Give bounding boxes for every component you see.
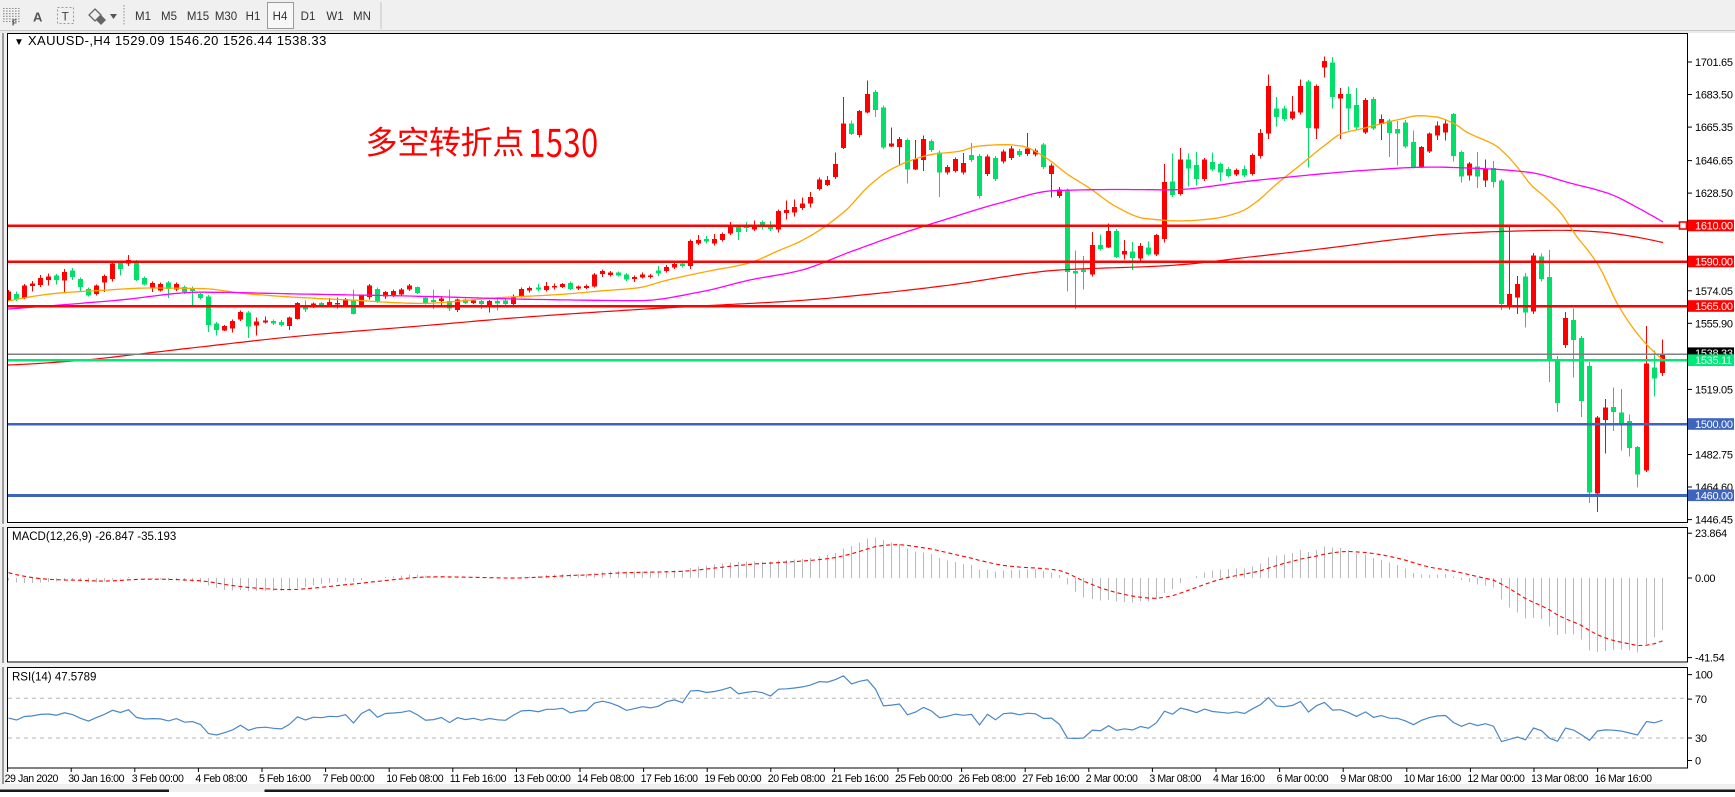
svg-text:29 Jan 2020: 29 Jan 2020 [5, 773, 59, 785]
svg-text:D1: D1 [301, 11, 316, 23]
svg-text:1701.65: 1701.65 [1695, 57, 1733, 69]
svg-text:-41.54: -41.54 [1695, 653, 1725, 665]
svg-text:T: T [62, 10, 70, 24]
svg-text:20 Feb 08:00: 20 Feb 08:00 [768, 773, 826, 785]
svg-text:7 Feb 00:00: 7 Feb 00:00 [323, 773, 375, 785]
svg-text:0: 0 [1695, 756, 1701, 768]
svg-text:12 Mar 00:00: 12 Mar 00:00 [1467, 773, 1525, 785]
svg-text:1628.50: 1628.50 [1695, 188, 1733, 200]
svg-text:1500.00: 1500.00 [1695, 419, 1733, 431]
svg-text:27 Feb 16:00: 27 Feb 16:00 [1022, 773, 1080, 785]
svg-text:10 Mar 16:00: 10 Mar 16:00 [1404, 773, 1462, 785]
svg-text:▼ XAUUSD-,H4 1529.09 1546.20: ▼ XAUUSD-,H4 1529.09 1546.20 1526.44 153… [14, 33, 327, 48]
svg-text:16 Mar 16:00: 16 Mar 16:00 [1595, 773, 1653, 785]
svg-text:11 Feb 16:00: 11 Feb 16:00 [450, 773, 507, 785]
svg-text:MACD(12,26,9) -26.847 -35.193: MACD(12,26,9) -26.847 -35.193 [12, 531, 176, 543]
svg-text:M15: M15 [187, 11, 209, 23]
svg-text:21 Feb 16:00: 21 Feb 16:00 [831, 773, 889, 785]
svg-text:19 Feb 00:00: 19 Feb 00:00 [704, 773, 762, 785]
svg-text:1574.05: 1574.05 [1695, 286, 1733, 298]
svg-text:1482.75: 1482.75 [1695, 450, 1733, 462]
svg-text:H4: H4 [273, 11, 288, 23]
svg-text:W1: W1 [326, 11, 343, 23]
svg-text:1610.00: 1610.00 [1695, 221, 1733, 233]
svg-text:1446.45: 1446.45 [1695, 515, 1733, 527]
svg-text:1460.00: 1460.00 [1695, 490, 1733, 502]
svg-text:1535.11: 1535.11 [1695, 355, 1732, 367]
svg-text:3 Feb 00:00: 3 Feb 00:00 [132, 773, 184, 785]
svg-text:30 Jan 16:00: 30 Jan 16:00 [68, 773, 124, 785]
svg-text:3 Mar 08:00: 3 Mar 08:00 [1149, 773, 1201, 785]
svg-text:100: 100 [1695, 670, 1713, 682]
svg-text:A: A [33, 10, 43, 25]
svg-text:0.00: 0.00 [1695, 573, 1715, 585]
svg-text:M5: M5 [161, 11, 177, 23]
svg-text:25 Feb 00:00: 25 Feb 00:00 [895, 773, 953, 785]
svg-text:1555.90: 1555.90 [1695, 318, 1733, 330]
svg-text:23.864: 23.864 [1695, 528, 1727, 540]
svg-text:1646.65: 1646.65 [1695, 156, 1733, 168]
svg-text:13 Feb 00:00: 13 Feb 00:00 [513, 773, 571, 785]
svg-text:F: F [12, 19, 17, 28]
svg-text:1665.35: 1665.35 [1695, 122, 1733, 134]
svg-text:1590.00: 1590.00 [1695, 257, 1733, 269]
svg-text:13 Mar 08:00: 13 Mar 08:00 [1531, 773, 1589, 785]
svg-text:26 Feb 08:00: 26 Feb 08:00 [959, 773, 1017, 785]
svg-text:17 Feb 16:00: 17 Feb 16:00 [641, 773, 699, 785]
svg-text:1683.50: 1683.50 [1695, 90, 1733, 102]
svg-text:70: 70 [1695, 694, 1707, 706]
svg-text:RSI(14) 47.5789: RSI(14) 47.5789 [12, 672, 96, 684]
svg-text:6 Mar 00:00: 6 Mar 00:00 [1277, 773, 1329, 785]
svg-text:14 Feb 08:00: 14 Feb 08:00 [577, 773, 635, 785]
svg-text:1565.00: 1565.00 [1695, 301, 1733, 313]
svg-text:4 Mar 16:00: 4 Mar 16:00 [1213, 773, 1265, 785]
svg-text:10 Feb 08:00: 10 Feb 08:00 [386, 773, 444, 785]
svg-text:M1: M1 [135, 11, 151, 23]
svg-text:1519.05: 1519.05 [1695, 384, 1733, 396]
svg-text:2 Mar 00:00: 2 Mar 00:00 [1086, 773, 1138, 785]
svg-text:5 Feb 16:00: 5 Feb 16:00 [259, 773, 311, 785]
svg-text:H1: H1 [246, 11, 261, 23]
svg-text:30: 30 [1695, 733, 1707, 745]
svg-text:4 Feb 08:00: 4 Feb 08:00 [195, 773, 247, 785]
svg-text:MN: MN [353, 11, 371, 23]
svg-text:M30: M30 [215, 11, 237, 23]
svg-text:9 Mar 08:00: 9 Mar 08:00 [1340, 773, 1392, 785]
